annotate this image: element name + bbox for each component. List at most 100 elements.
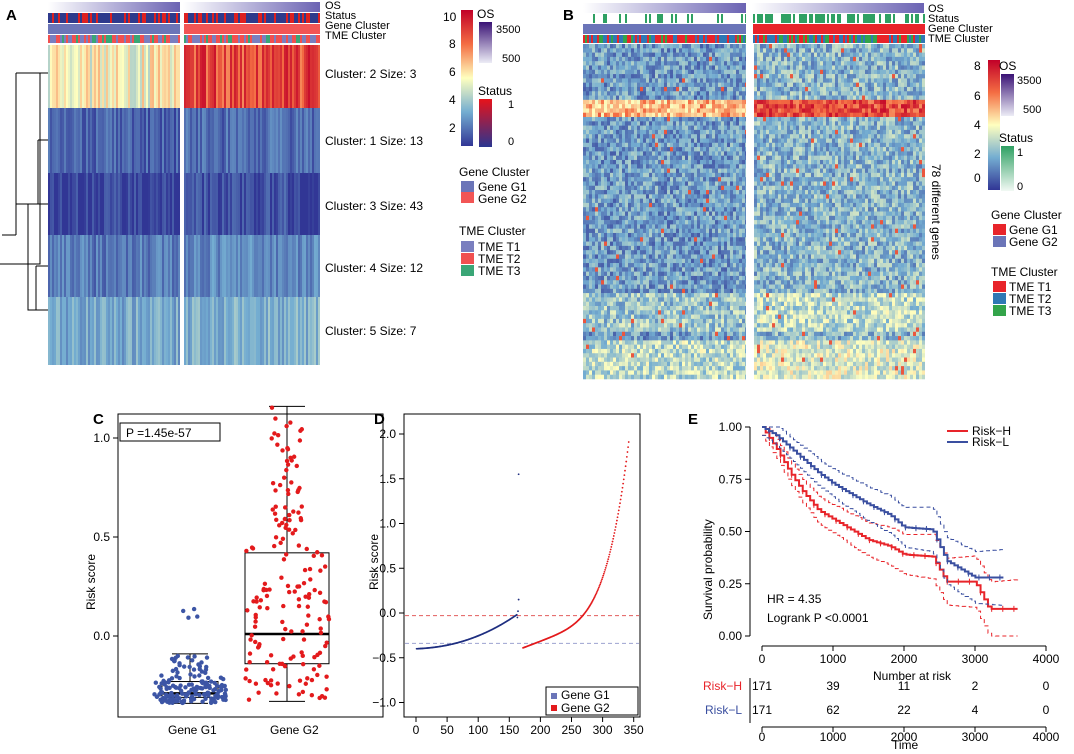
heat-cell [70, 173, 72, 235]
heat-cell [96, 108, 98, 173]
heat-cell [787, 155, 790, 161]
heat-cell [700, 82, 703, 88]
heat-cell [865, 117, 868, 122]
heat-cell [892, 112, 895, 118]
heat-cell [282, 173, 284, 235]
heat-cell [811, 82, 814, 88]
heat-cell [613, 159, 616, 165]
heat-cell [694, 48, 697, 53]
heat-cell [589, 65, 592, 71]
ann-gene-cell [597, 24, 599, 34]
heat-cell [790, 99, 793, 105]
heat-cell [586, 164, 589, 169]
ann-status-cell [128, 13, 130, 23]
ann-tme-cell [827, 35, 829, 43]
heat-cell [865, 74, 868, 79]
heat-cell [631, 147, 634, 152]
ann-status-cell [783, 14, 785, 23]
heat-cell [805, 48, 808, 53]
heat-cell [886, 164, 889, 169]
heat-cell [661, 147, 664, 152]
heat-cell [880, 61, 883, 66]
heat-cell [781, 82, 784, 88]
heat-cell [292, 108, 294, 173]
heat-cell [859, 65, 862, 71]
heat-cell [691, 147, 694, 152]
heat-cell [610, 65, 613, 71]
heat-cell [883, 95, 886, 101]
heat-cell [907, 112, 910, 118]
ann-gene-cell [583, 24, 585, 34]
heat-cell [847, 117, 850, 122]
heat-cell [697, 129, 700, 135]
heat-cell [649, 147, 652, 152]
heat-cell [601, 86, 604, 92]
heat-cell [841, 91, 844, 96]
ann-status-cell [82, 13, 84, 23]
heat-cell [832, 155, 835, 161]
ann-status-cell [304, 13, 306, 23]
ann-tme-cell [743, 35, 745, 43]
heat-cell [583, 82, 586, 88]
heat-cell [676, 61, 679, 66]
ann-status-cell [62, 13, 64, 23]
heat-cell [790, 91, 793, 96]
heat-cell [619, 112, 622, 118]
heat-cell [667, 134, 670, 139]
heat-cell [661, 56, 664, 62]
heat-cell [781, 147, 784, 152]
heat-cell [763, 134, 766, 139]
ann-status-cell [761, 14, 763, 23]
heat-cell [886, 138, 889, 144]
heat-cell [739, 134, 742, 139]
heat-cell [628, 159, 631, 165]
ann-gene-cell [881, 24, 883, 34]
heat-cell [643, 65, 646, 71]
ann-status-cell [823, 14, 825, 23]
heat-cell [206, 297, 208, 365]
heat-cell [844, 117, 847, 122]
heat-cell [853, 74, 856, 79]
heat-cell [874, 164, 877, 169]
heat-cell [196, 108, 198, 173]
heat-cell [850, 155, 853, 161]
status-legend-tick: 1 [508, 99, 514, 111]
heat-cell [667, 52, 670, 58]
heat-cell [841, 78, 844, 83]
heat-cell [649, 168, 652, 174]
heat-cell [610, 117, 613, 122]
heat-cell [868, 121, 871, 126]
heat-cell [718, 91, 721, 96]
heat-cell [607, 95, 610, 101]
heat-cell [78, 45, 80, 108]
ann-gene-cell [282, 24, 284, 34]
heat-cell [778, 74, 781, 79]
heat-cell [736, 129, 739, 135]
ann-tme-cell [807, 35, 809, 43]
heat-cell [901, 147, 904, 152]
heat-cell [607, 138, 610, 144]
heat-cell [850, 86, 853, 92]
ann-status-cell [689, 14, 691, 23]
heat-cell [871, 168, 874, 174]
heat-cell [772, 164, 775, 169]
ann-tme-cell [162, 35, 164, 43]
heat-cell [847, 155, 850, 161]
heat-cell [721, 61, 724, 66]
heat-cell [290, 108, 292, 173]
heat-cell [802, 117, 805, 122]
heat-cell [892, 108, 895, 114]
heat-cell [907, 86, 910, 92]
heat-cell [718, 74, 721, 79]
heat-cell [706, 95, 709, 101]
ann-gene-cell [865, 24, 867, 34]
heat-cell [673, 134, 676, 139]
heat-cell [661, 61, 664, 66]
ann-status-cell [915, 14, 917, 23]
heat-cell [805, 78, 808, 83]
heat-cell [673, 147, 676, 152]
ann-gene-cell [218, 24, 220, 34]
ann-gene-cell [184, 24, 186, 34]
heat-cell [838, 69, 841, 75]
heat-cell [856, 52, 859, 58]
